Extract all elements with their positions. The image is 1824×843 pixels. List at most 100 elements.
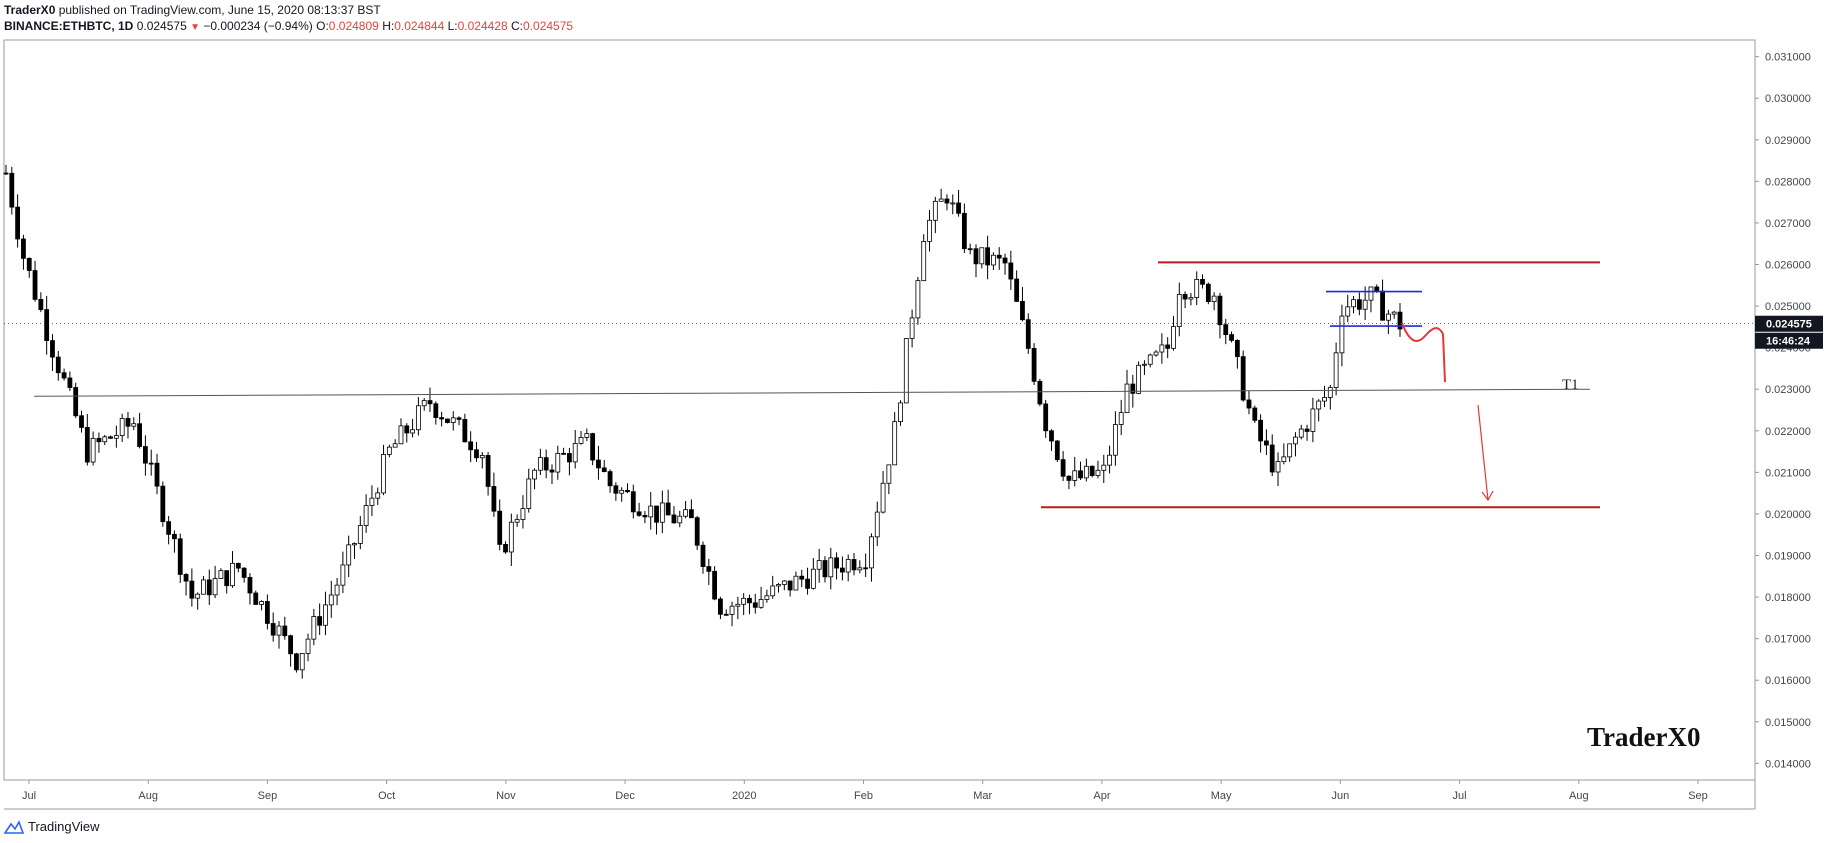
candle-body: [729, 605, 735, 615]
candle-body: [1362, 299, 1368, 310]
low-value: 0.024428: [457, 19, 508, 33]
candle-body: [160, 485, 166, 523]
y-tick-label: 0.016000: [1765, 675, 1811, 687]
candle-body: [601, 467, 607, 472]
y-tick-label: 0.015000: [1765, 717, 1811, 729]
candle-body: [108, 436, 113, 439]
author-name[interactable]: TraderX0: [4, 3, 56, 17]
candle-body: [26, 258, 32, 271]
candle-body: [206, 579, 212, 596]
candle-body: [50, 340, 55, 358]
candle-body: [932, 200, 938, 221]
x-tick-label: Jun: [1331, 790, 1349, 802]
candle-body: [1072, 470, 1078, 481]
x-tick-label: Dec: [615, 790, 635, 802]
candle-body: [991, 254, 996, 266]
time-badge-text: 16:46:24: [1766, 336, 1811, 348]
candle-body: [142, 446, 148, 464]
x-tick-label: Oct: [378, 790, 395, 802]
candle-body: [886, 464, 892, 484]
candle-body: [9, 172, 15, 208]
y-tick-label: 0.031000: [1765, 52, 1811, 64]
candle-body: [596, 459, 601, 469]
candle-body: [1397, 311, 1403, 330]
candle-body: [741, 597, 747, 605]
y-tick-label: 0.023000: [1765, 384, 1811, 396]
candle-body: [590, 433, 596, 461]
candle-body: [1020, 301, 1025, 321]
candle-body: [491, 486, 497, 512]
candle-body: [183, 574, 189, 582]
time-badge-bg: [1755, 332, 1823, 349]
candle-body: [311, 616, 317, 640]
projection-arrow-line: [1477, 404, 1489, 501]
candle-body: [1333, 352, 1339, 388]
candle-body: [1194, 279, 1200, 298]
candle-body: [346, 544, 352, 566]
candle-body: [828, 557, 834, 578]
candle-body: [718, 598, 723, 615]
candle-body: [1054, 440, 1060, 461]
candle-body: [38, 298, 44, 310]
candle-body: [352, 543, 357, 546]
candle-body: [1107, 454, 1112, 466]
candle-body: [276, 625, 282, 636]
price-axis[interactable]: 0.031000 0.030000 0.029000 0.028000 0.027000…: [1755, 52, 1811, 771]
candle-body: [195, 593, 201, 599]
candle-body: [555, 452, 561, 473]
candle-body: [363, 505, 369, 526]
candle-body: [834, 557, 839, 569]
candle-body: [944, 198, 950, 204]
candle-body: [961, 212, 967, 250]
published-text: published on TradingView.com, June 15, 2…: [55, 3, 381, 17]
candle-body: [1200, 279, 1205, 285]
candle-body: [479, 455, 485, 459]
candle-body: [218, 570, 224, 579]
candle-body: [607, 471, 613, 487]
candle-body: [584, 433, 590, 438]
candle-body: [1391, 311, 1397, 315]
candle-body: [61, 372, 67, 379]
candle-body: [1066, 475, 1072, 481]
candle-body: [1025, 319, 1031, 349]
x-tick-label: Feb: [854, 790, 873, 802]
last-price: 0.024575: [136, 19, 187, 33]
open-label: O:: [316, 19, 329, 33]
candle-body: [1060, 459, 1066, 477]
candle-body: [212, 578, 218, 596]
candle-body: [659, 502, 665, 523]
y-tick-label: 0.022000: [1765, 426, 1811, 438]
time-axis[interactable]: Jul Aug Sep Oct Nov Dec 2020 Feb Mar Apr May Jun Jul…: [22, 780, 1708, 802]
candle-body: [1217, 295, 1223, 326]
candle-body: [1229, 334, 1234, 341]
x-tick-label: Mar: [973, 790, 992, 802]
y-tick-label: 0.029000: [1765, 135, 1811, 147]
candle-body: [398, 425, 404, 445]
open-value: 0.024809: [328, 19, 379, 33]
candle-body: [485, 455, 491, 487]
candle-body: [264, 601, 270, 624]
tradingview-footer[interactable]: TradingView: [4, 819, 100, 834]
candle-body: [1356, 299, 1362, 310]
candle-body: [3, 172, 9, 175]
candle-body: [375, 492, 381, 499]
projection-curve: [1401, 322, 1446, 383]
candle-body: [851, 559, 857, 571]
candle-body: [328, 594, 334, 606]
symbol-label[interactable]: BINANCE:ETHBTC, 1D: [4, 19, 134, 33]
candle-body: [73, 387, 79, 417]
candle-body: [567, 453, 572, 463]
candle-body: [282, 625, 288, 637]
candle-body: [996, 254, 1002, 259]
candle-body: [1322, 397, 1327, 402]
candle-body: [700, 544, 706, 567]
candle-body: [654, 505, 659, 523]
price-badges: 0.024575 16:46:24: [4, 315, 1823, 349]
candle-body: [253, 592, 259, 605]
price-badge-text: 0.024575: [1766, 319, 1812, 331]
candle-body: [985, 247, 991, 266]
candle-body: [1316, 400, 1322, 410]
y-tick-label: 0.019000: [1765, 551, 1811, 563]
candle-body: [723, 613, 729, 616]
